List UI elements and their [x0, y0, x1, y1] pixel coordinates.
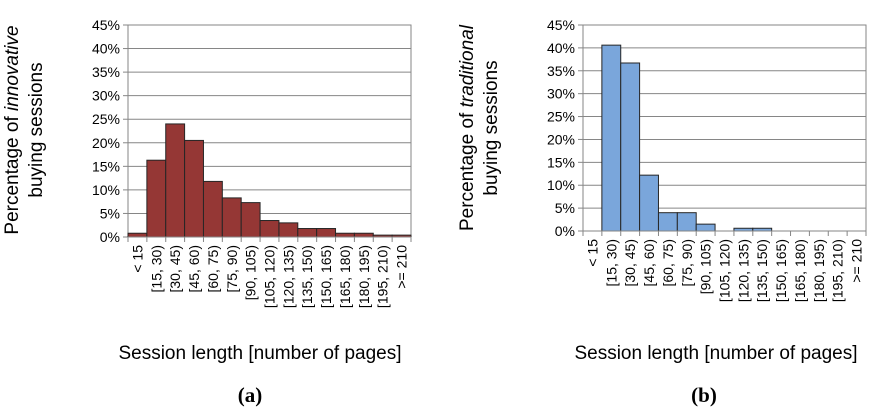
- x-tick-label: < 15: [129, 245, 145, 273]
- y-axis-title: Percentage of innovative: [2, 25, 23, 234]
- y-tick-label: 0%: [100, 229, 120, 245]
- y-tick-label: 30%: [547, 86, 575, 102]
- y-axis-title-line2: buying sessions: [481, 60, 502, 195]
- y-tick-label: 10%: [92, 182, 120, 198]
- y-tick-label: 20%: [92, 135, 120, 151]
- x-tick-label: [150, 165): [318, 245, 334, 308]
- panel-label: (a): [238, 383, 263, 407]
- x-tick-label: < 15: [584, 239, 600, 267]
- x-tick-label: [180, 195): [811, 239, 827, 302]
- x-tick-label: [75, 90): [679, 239, 695, 286]
- bar: [639, 174, 659, 232]
- x-tick-label: [15, 30): [148, 245, 164, 292]
- x-tick-label: [195, 210): [830, 239, 846, 302]
- bar: [335, 232, 355, 238]
- y-tick-label: 10%: [547, 177, 575, 193]
- panel-b: 0% 5% 10% 15% 20% 25% 30% 35% 40% 45% < 15 [15, 30)…: [457, 17, 867, 407]
- x-tick-label: [30, 45): [167, 245, 183, 292]
- bar: [316, 228, 337, 238]
- bar: [353, 232, 374, 238]
- y-tick-label: 5%: [555, 200, 575, 216]
- x-tick-label: >= 210: [849, 239, 865, 283]
- x-tick-label: [135, 150): [754, 239, 770, 302]
- bar: [221, 197, 242, 238]
- x-tick-label: [45, 60): [186, 245, 202, 292]
- y-tick-label: 0%: [555, 223, 575, 239]
- y-tick-label: 45%: [547, 17, 575, 33]
- bar: [278, 222, 299, 238]
- bar: [297, 228, 318, 238]
- x-axis-title: Session length [number of pages]: [118, 343, 401, 364]
- y-tick-label: 40%: [92, 41, 120, 57]
- x-tick-label: [90, 105): [698, 239, 714, 294]
- x-tick-label: [105, 120): [262, 245, 278, 308]
- y-axis-title: Percentage of traditional: [457, 24, 478, 231]
- x-tick-label: [15, 30): [603, 239, 619, 286]
- x-tick-label: [120, 135): [735, 239, 751, 302]
- y-tick-label: 5%: [100, 205, 120, 221]
- x-tick-label: [60, 75): [660, 239, 676, 286]
- bar: [202, 180, 223, 238]
- y-axis-title-prefix: Percentage of: [457, 107, 478, 231]
- x-tick-label: >= 210: [394, 245, 410, 289]
- y-axis-title-line2: buying sessions: [26, 62, 47, 197]
- y-axis-title-emphasis: traditional: [457, 24, 478, 107]
- y-tick-label: 35%: [547, 63, 575, 79]
- x-tick-label: [150, 165): [773, 239, 789, 302]
- bar: [127, 232, 148, 238]
- bar: [657, 212, 678, 232]
- y-tick-label: 30%: [92, 88, 120, 104]
- bar: [259, 220, 280, 238]
- x-tick-label: [105, 120): [717, 239, 733, 302]
- x-tick-label: [60, 75): [205, 245, 221, 292]
- y-tick-label: 25%: [92, 111, 120, 127]
- panel-a: 0% 5% 10% 15% 20% 25% 30% 35% 40% 45% < 15 [15, 30)…: [2, 17, 412, 407]
- bar: [676, 212, 697, 232]
- x-axis-title: Session length [number of pages]: [574, 343, 857, 364]
- x-tick-label: [90, 105): [243, 245, 259, 300]
- x-tick-label: [120, 135): [280, 245, 296, 308]
- y-tick-label: 45%: [92, 17, 120, 33]
- y-tick-label: 25%: [547, 109, 575, 125]
- x-tick-label: [165, 180): [337, 245, 353, 308]
- bar: [620, 62, 641, 232]
- y-tick-label: 20%: [547, 131, 575, 147]
- bar: [165, 123, 186, 238]
- bar: [601, 44, 622, 232]
- x-tick-label: [180, 195): [356, 245, 372, 308]
- bar: [146, 159, 167, 238]
- x-tick-label: [135, 150): [299, 245, 315, 308]
- y-tick-label: 40%: [547, 40, 575, 56]
- bar: [695, 223, 716, 232]
- x-tick-label: [75, 90): [224, 245, 240, 292]
- y-tick-label: 15%: [92, 158, 120, 174]
- panel-label: (b): [691, 383, 717, 407]
- y-axis-title-prefix: Percentage of: [2, 111, 23, 235]
- y-axis-title-emphasis: innovative: [2, 25, 23, 111]
- x-tick-label: [45, 60): [641, 239, 657, 286]
- bar: [240, 202, 261, 238]
- bar: [184, 139, 204, 238]
- x-tick-label: [30, 45): [622, 239, 638, 286]
- y-tick-label: 15%: [547, 154, 575, 170]
- x-tick-label: [195, 210): [375, 245, 391, 308]
- x-tick-label: [165, 180): [792, 239, 808, 302]
- y-tick-label: 35%: [92, 64, 120, 80]
